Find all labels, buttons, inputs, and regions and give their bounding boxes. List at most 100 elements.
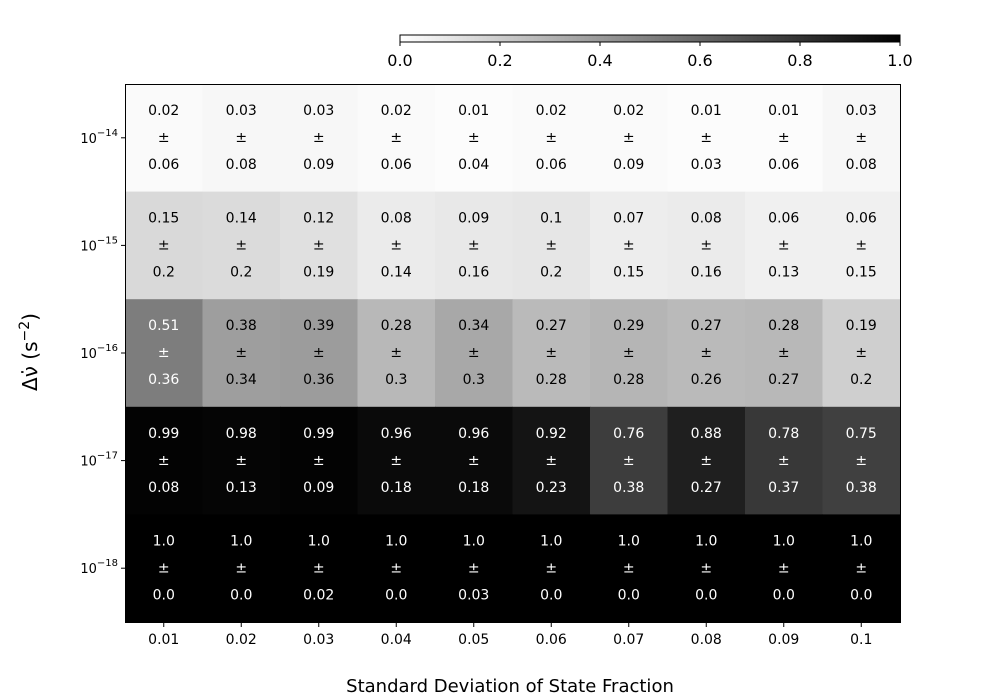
cell-error-label: 0.0 — [540, 587, 562, 603]
cell-pm-label: ± — [313, 130, 325, 146]
heatmap-cell — [822, 191, 901, 300]
cell-value-label: 0.75 — [846, 426, 877, 442]
cell-pm-label: ± — [700, 345, 712, 361]
heatmap-cell — [357, 299, 436, 408]
cell-pm-label: ± — [700, 238, 712, 254]
cell-error-label: 0.08 — [148, 480, 179, 496]
cell-error-label: 0.27 — [691, 480, 722, 496]
cell-pm-label: ± — [235, 345, 247, 361]
cell-pm-label: ± — [778, 453, 790, 469]
heatmap-cell — [125, 514, 203, 623]
cell-value-label: 0.06 — [768, 211, 799, 227]
cell-error-label: 0.2 — [153, 265, 175, 281]
heatmap-cell — [745, 299, 823, 408]
cell-error-label: 0.28 — [613, 372, 644, 388]
heatmap-cell — [745, 514, 823, 623]
x-axis-label: Standard Deviation of State Fraction — [346, 676, 674, 697]
cell-pm-label: ± — [623, 238, 635, 254]
heatmap-cell — [125, 191, 203, 300]
cell-pm-label: ± — [235, 560, 247, 576]
x-tick-label: 0.08 — [691, 632, 722, 648]
cell-error-label: 0.18 — [381, 480, 412, 496]
cell-error-label: 0.08 — [846, 157, 877, 173]
heatmap-cell — [435, 191, 513, 300]
y-tick-label: 10−14 — [80, 128, 118, 147]
cell-error-label: 0.36 — [303, 372, 334, 388]
heatmap-cell — [822, 514, 901, 623]
colorbar-tick-label: 0.8 — [787, 51, 812, 70]
cell-error-label: 0.06 — [536, 157, 567, 173]
cell-error-label: 0.37 — [768, 480, 799, 496]
heatmap-cell — [822, 299, 901, 408]
cell-value-label: 0.28 — [768, 318, 799, 334]
cell-value-label: 0.99 — [148, 426, 179, 442]
heatmap-cell — [357, 514, 436, 623]
cell-pm-label: ± — [778, 345, 790, 361]
cell-value-label: 0.39 — [303, 318, 334, 334]
heatmap-cell — [822, 84, 901, 193]
cell-value-label: 0.76 — [613, 426, 644, 442]
heatmap-cell — [125, 84, 203, 193]
heatmap-cell — [512, 84, 591, 193]
cell-error-label: 0.2 — [540, 265, 562, 281]
cell-error-label: 0.36 — [148, 372, 179, 388]
colorbar-tick-label: 0.2 — [487, 51, 512, 70]
cell-error-label: 0.13 — [226, 480, 257, 496]
cell-error-label: 0.27 — [768, 372, 799, 388]
y-axis: 10−14 10−15 10−16 10−17 10−18 — [80, 128, 125, 577]
colorbar: 0.0 0.2 0.4 0.6 0.8 1.0 — [387, 34, 913, 70]
cell-pm-label: ± — [545, 130, 557, 146]
cell-pm-label: ± — [235, 453, 247, 469]
heatmap-cell — [667, 406, 746, 515]
cell-error-label: 0.0 — [695, 587, 717, 603]
cell-error-label: 0.09 — [303, 157, 334, 173]
heatmap-cell — [745, 406, 823, 515]
cell-pm-label: ± — [545, 238, 557, 254]
cell-error-label: 0.15 — [846, 265, 877, 281]
cell-value-label: 0.15 — [148, 211, 179, 227]
cell-pm-label: ± — [158, 238, 170, 254]
cell-value-label: 0.01 — [691, 103, 722, 119]
cell-error-label: 0.18 — [458, 480, 489, 496]
heatmap-cell — [512, 191, 591, 300]
y-tick-label: 10−16 — [80, 343, 118, 362]
cell-pm-label: ± — [468, 238, 480, 254]
cell-pm-label: ± — [158, 130, 170, 146]
cell-pm-label: ± — [545, 560, 557, 576]
cell-value-label: 0.92 — [536, 426, 567, 442]
cell-value-label: 0.96 — [381, 426, 412, 442]
heatmap-cell — [280, 84, 358, 193]
heatmap-cell — [590, 191, 668, 300]
cell-pm-label: ± — [390, 130, 402, 146]
cell-error-label: 0.34 — [226, 372, 257, 388]
cell-pm-label: ± — [855, 345, 867, 361]
heatmap-cell — [512, 514, 591, 623]
y-axis-label-exponent: −2 — [17, 321, 33, 342]
cell-error-label: 0.08 — [226, 157, 257, 173]
cell-error-label: 0.06 — [381, 157, 412, 173]
x-tick-label: 0.07 — [613, 632, 644, 648]
cell-error-label: 0.23 — [536, 480, 567, 496]
cell-pm-label: ± — [778, 560, 790, 576]
cell-pm-label: ± — [313, 238, 325, 254]
cell-pm-label: ± — [158, 345, 170, 361]
heatmap-cell — [667, 514, 746, 623]
cell-value-label: 0.38 — [226, 318, 257, 334]
cell-error-label: 0.14 — [381, 265, 412, 281]
x-tick-label: 0.04 — [381, 632, 412, 648]
cell-error-label: 0.09 — [613, 157, 644, 173]
heatmap-cell — [435, 406, 513, 515]
cell-pm-label: ± — [235, 238, 247, 254]
cell-pm-label: ± — [390, 238, 402, 254]
cell-value-label: 0.19 — [846, 318, 877, 334]
cell-pm-label: ± — [855, 560, 867, 576]
cell-pm-label: ± — [390, 345, 402, 361]
heatmap-cell — [202, 299, 281, 408]
cell-pm-label: ± — [855, 453, 867, 469]
cell-pm-label: ± — [313, 453, 325, 469]
heatmap-cell — [667, 84, 746, 193]
heatmap-cell — [202, 514, 281, 623]
y-axis-label-close: ) — [18, 313, 42, 321]
cell-error-label: 0.2 — [850, 372, 872, 388]
cell-error-label: 0.38 — [846, 480, 877, 496]
